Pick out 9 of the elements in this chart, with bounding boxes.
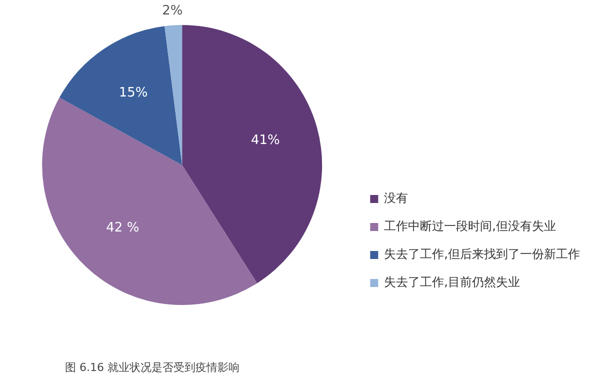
legend-label: 没有 <box>384 191 408 206</box>
caption: 图 6.16 就业状况是否受到疫情影响 <box>65 360 240 375</box>
legend-label: 工作中断过一段时间,但没有失业 <box>384 219 556 234</box>
data-label: 42 % <box>106 220 140 236</box>
data-label: 2% <box>162 4 183 19</box>
data-label: 41% <box>250 133 280 148</box>
legend-label: 失去了工作,目前仍然失业 <box>384 275 520 290</box>
legend-label: 失去了工作,但后来找到了一份新工作 <box>384 247 580 262</box>
data-label: 15% <box>118 86 148 101</box>
